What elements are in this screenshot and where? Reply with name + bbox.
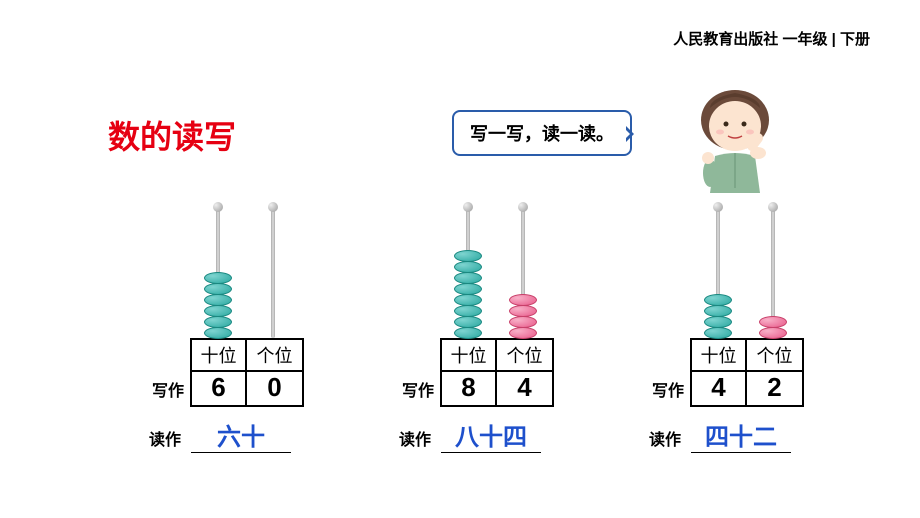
bead-teal (204, 327, 232, 339)
tens-rod-wrap (440, 208, 495, 338)
ones-rod-wrap (245, 208, 300, 338)
tens-rod-wrap (690, 208, 745, 338)
read-label: 读作 (149, 426, 181, 450)
write-row: 写作 十位 4 个位 2 (636, 188, 804, 407)
tens-value: 4 (692, 372, 745, 405)
tens-rod (466, 208, 470, 338)
abacus-rods (440, 188, 554, 338)
read-row: 读作 六十 (100, 417, 340, 453)
abacus-and-table: 十位 4 个位 2 (690, 188, 804, 407)
read-value: 六十 (191, 417, 291, 453)
ones-column: 个位 0 (247, 340, 302, 405)
bead-teal (704, 327, 732, 339)
ones-header: 个位 (747, 340, 802, 372)
ones-column: 个位 2 (747, 340, 802, 405)
speech-bubble: 写一写，读一读。 (452, 110, 632, 156)
write-row: 写作 十位 6 个位 0 (136, 188, 304, 407)
ones-rod (521, 208, 525, 338)
read-value: 四十二 (691, 417, 791, 453)
abacus-group-1: 写作 十位 8 个位 4 (350, 190, 590, 453)
write-label: 写作 (386, 377, 434, 407)
tens-rod-wrap (190, 208, 245, 338)
tens-column: 十位 4 (692, 340, 747, 405)
ones-rod (271, 208, 275, 338)
tens-header: 十位 (692, 340, 745, 372)
read-row: 读作 四十二 (600, 417, 840, 453)
ones-rod-wrap (495, 208, 550, 338)
write-label: 写作 (636, 377, 684, 407)
bead-pink (509, 327, 537, 339)
place-value-table: 十位 4 个位 2 (690, 338, 804, 407)
ones-rod (771, 208, 775, 338)
abacus-groups: 写作 十位 6 个位 0 (100, 190, 840, 453)
child-icon (680, 78, 790, 198)
place-value-table: 十位 8 个位 4 (440, 338, 554, 407)
write-label: 写作 (136, 377, 184, 407)
write-row: 写作 十位 8 个位 4 (386, 188, 554, 407)
page-title: 数的读写 (108, 112, 236, 158)
bead-pink (759, 327, 787, 339)
ones-header: 个位 (247, 340, 302, 372)
ones-header: 个位 (497, 340, 552, 372)
read-row: 读作 八十四 (350, 417, 590, 453)
tens-value: 8 (442, 372, 495, 405)
ones-value: 4 (497, 372, 552, 405)
abacus-group-0: 写作 十位 6 个位 0 (100, 190, 340, 453)
textbook-header: 人民教育出版社 一年级 | 下册 (673, 28, 870, 49)
bead-teal (454, 327, 482, 339)
tens-value: 6 (192, 372, 245, 405)
ones-column: 个位 4 (497, 340, 552, 405)
tens-column: 十位 8 (442, 340, 497, 405)
tens-column: 十位 6 (192, 340, 247, 405)
tens-header: 十位 (192, 340, 245, 372)
place-value-table: 十位 6 个位 0 (190, 338, 304, 407)
tens-rod (216, 208, 220, 338)
read-value: 八十四 (441, 417, 541, 453)
ones-value: 2 (747, 372, 802, 405)
abacus-and-table: 十位 6 个位 0 (190, 188, 304, 407)
tens-header: 十位 (442, 340, 495, 372)
child-illustration (680, 78, 790, 198)
read-label: 读作 (399, 426, 431, 450)
ones-value: 0 (247, 372, 302, 405)
abacus-rods (690, 188, 804, 338)
tens-rod (716, 208, 720, 338)
abacus-and-table: 十位 8 个位 4 (440, 188, 554, 407)
ones-rod-wrap (745, 208, 800, 338)
abacus-rods (190, 188, 304, 338)
abacus-group-2: 写作 十位 4 个位 2 (600, 190, 840, 453)
read-label: 读作 (649, 426, 681, 450)
